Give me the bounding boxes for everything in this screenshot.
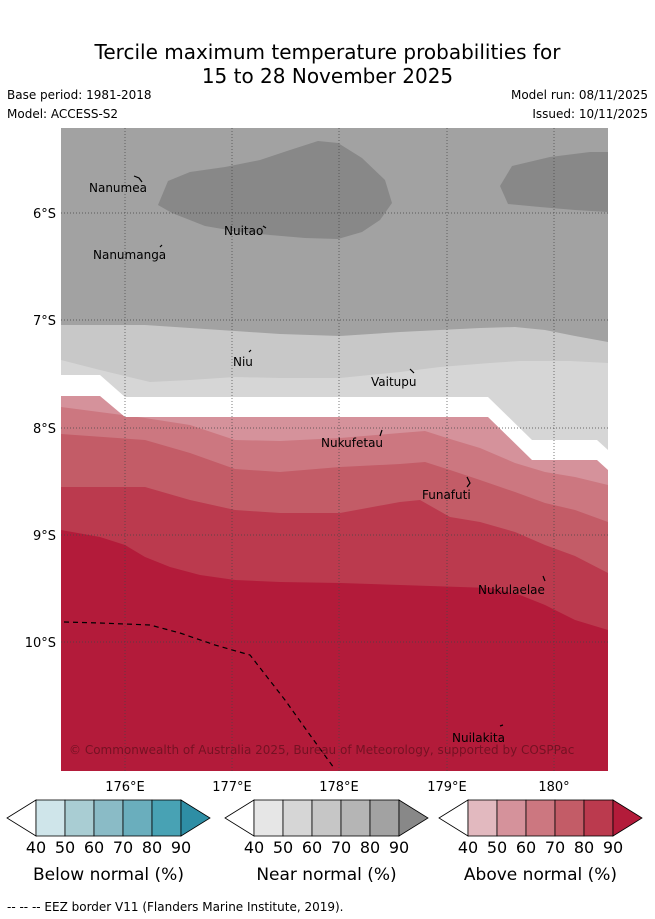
island-outlines	[133, 175, 546, 727]
lon-179e: 179°E	[427, 780, 467, 795]
lon-178e: 178°E	[319, 780, 359, 795]
above-tick-80: 80	[574, 838, 594, 857]
below-extend-high	[180, 799, 211, 837]
near-swatch-a2a2a2	[369, 799, 400, 837]
near-swatch-e6e6e6	[253, 799, 284, 837]
above-extend-low	[438, 799, 469, 837]
title-line-2: 15 to 28 November 2025	[201, 64, 454, 88]
place-nukufetau: Nukufetau	[321, 436, 383, 450]
below-tick-50: 50	[55, 838, 75, 857]
copyright-notice: © Commonwealth of Australia 2025, Bureau…	[69, 743, 574, 757]
below-swatch-48a2b4	[151, 799, 182, 837]
below-swatch-cfe5ea	[35, 799, 66, 837]
eez-border	[63, 621, 335, 769]
place-nanumanga: Nanumanga	[93, 248, 166, 262]
near-swatch-b5b5b5	[340, 799, 371, 837]
place-vaitupu: Vaitupu	[371, 375, 417, 389]
title-line-1: Tercile maximum temperature probabilitie…	[94, 40, 561, 64]
above-tick-60: 60	[516, 838, 536, 857]
near-tick-50: 50	[273, 838, 293, 857]
near-tick-70: 70	[331, 838, 351, 857]
near-swatch-c6c6c6	[311, 799, 342, 837]
near-extend-high	[398, 799, 429, 837]
above-tick-90: 90	[603, 838, 623, 857]
lat-6s: 6°S	[33, 207, 56, 222]
below-tick-60: 60	[84, 838, 104, 857]
place-funafuti: Funafuti	[422, 488, 471, 502]
lon-176e: 176°E	[105, 780, 145, 795]
lon-180: 180°	[538, 780, 569, 795]
near-legend-title: Near normal (%)	[256, 865, 396, 885]
near-tick-90: 90	[389, 838, 409, 857]
legend-above-normal: 40 50 60 70 80 90 Above normal (%)	[438, 799, 643, 885]
lat-10s: 10°S	[25, 636, 56, 651]
lat-8s: 8°S	[33, 422, 56, 437]
below-extend-low	[6, 799, 37, 837]
place-nukulaelae: Nukulaelae	[478, 583, 545, 597]
above-tick-50: 50	[487, 838, 507, 857]
issued-label: Issued: 10/11/2025	[532, 107, 648, 121]
above-legend-title: Above normal (%)	[464, 865, 617, 885]
near-tick-40: 40	[244, 838, 264, 857]
above-extend-high	[612, 799, 643, 837]
below-tick-80: 80	[142, 838, 162, 857]
below-tick-90: 90	[171, 838, 191, 857]
place-nuilakita: Nuilakita	[452, 731, 505, 745]
near-swatch-d6d6d6	[282, 799, 313, 837]
below-legend-title: Below normal (%)	[33, 865, 184, 885]
map-title: Tercile maximum temperature probabilitie…	[0, 40, 655, 88]
legend-below-normal: 40 50 60 70 80 90 Below normal (%)	[6, 799, 211, 885]
near-tick-80: 80	[360, 838, 380, 857]
below-swatch-8abbc6	[93, 799, 124, 837]
graticule	[61, 128, 608, 771]
legend-near-normal: 40 50 60 70 80 90 Near normal (%)	[224, 799, 429, 885]
below-swatch-6aaebd	[122, 799, 153, 837]
near-extend-low	[224, 799, 255, 837]
above-swatch-e2b9bf	[467, 799, 498, 837]
probability-map	[61, 128, 608, 771]
above-tick-70: 70	[545, 838, 565, 857]
eez-footnote: -- -- -- EEZ border V11 (Flanders Marine…	[7, 900, 344, 914]
above-tick-40: 40	[458, 838, 478, 857]
above-swatch-d5929b	[496, 799, 527, 837]
below-tick-40: 40	[26, 838, 46, 857]
below-tick-70: 70	[113, 838, 133, 857]
place-nanumea: Nanumea	[89, 181, 147, 195]
zone-near-90-north	[158, 141, 392, 239]
above-swatch-cc7780	[525, 799, 556, 837]
above-swatch-bb3a4e	[583, 799, 614, 837]
near-tick-60: 60	[302, 838, 322, 857]
lat-9s: 9°S	[33, 529, 56, 544]
above-swatch-c35c67	[554, 799, 585, 837]
lat-7s: 7°S	[33, 314, 56, 329]
model-label: Model: ACCESS-S2	[7, 107, 119, 121]
base-period-label: Base period: 1981-2018	[7, 88, 152, 102]
lon-177e: 177°E	[212, 780, 252, 795]
place-niu: Niu	[233, 355, 253, 369]
model-run-label: Model run: 08/11/2025	[510, 88, 648, 102]
below-swatch-a9cdd3	[64, 799, 95, 837]
place-nuitao: Nuitao	[224, 224, 263, 238]
